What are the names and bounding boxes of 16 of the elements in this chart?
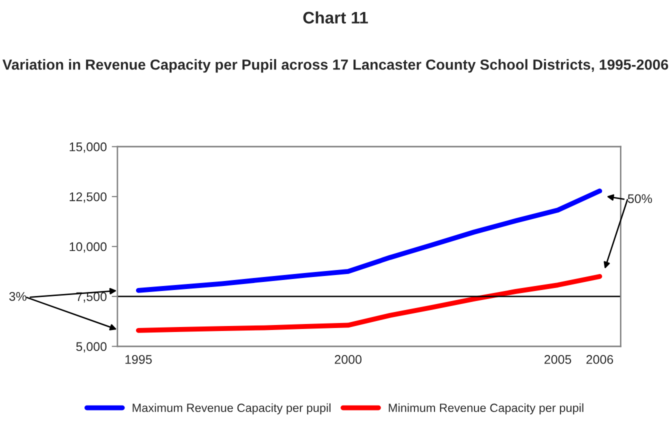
y-tick-label: 12,500 (70, 192, 107, 203)
x-tick-label: 2006 (586, 355, 614, 364)
legend-label: Minimum Revenue Capacity per pupil (388, 403, 584, 414)
chart-subtitle: Variation in Revenue Capacity per Pupil across 17 Lancaster County School Districts, 1995-2006 (2, 59, 668, 73)
y-tick-label: 15,000 (70, 142, 107, 153)
line-series (136, 188, 602, 293)
chart-title: Chart 11 (303, 11, 368, 24)
text: 3% (9, 292, 26, 301)
y-tick-label: 10,000 (70, 242, 107, 253)
x-tick-label: 1995 (125, 355, 152, 364)
legend-label: Maximum Revenue Capacity per pupil (132, 403, 330, 414)
x-tick-label: 2005 (544, 355, 572, 364)
line-series (136, 274, 602, 333)
y-tick-label: 5,000 (76, 342, 107, 353)
text: 50% (628, 194, 652, 204)
x-tick-label: 2000 (334, 355, 362, 364)
